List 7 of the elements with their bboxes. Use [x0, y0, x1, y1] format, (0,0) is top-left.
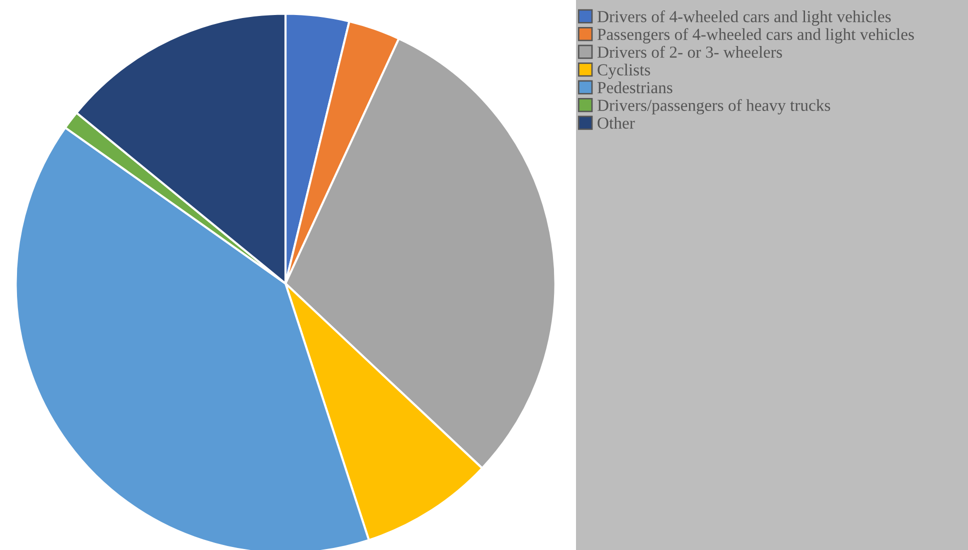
- legend-label: Cyclists: [598, 64, 650, 79]
- legend-label: Drivers of 2- or 3- wheelers: [597, 46, 782, 58]
- legend-label: Drivers/passengers of heavy trucks: [597, 99, 830, 114]
- legend-label: Drivers of 4-wheeled cars and light vehicles: [597, 10, 891, 26]
- legend-label: Other: [598, 117, 635, 129]
- legend-label: Passengers of 4-wheeled cars and light vehicles: [597, 28, 914, 44]
- legend-label: Pedestrians: [597, 82, 672, 94]
